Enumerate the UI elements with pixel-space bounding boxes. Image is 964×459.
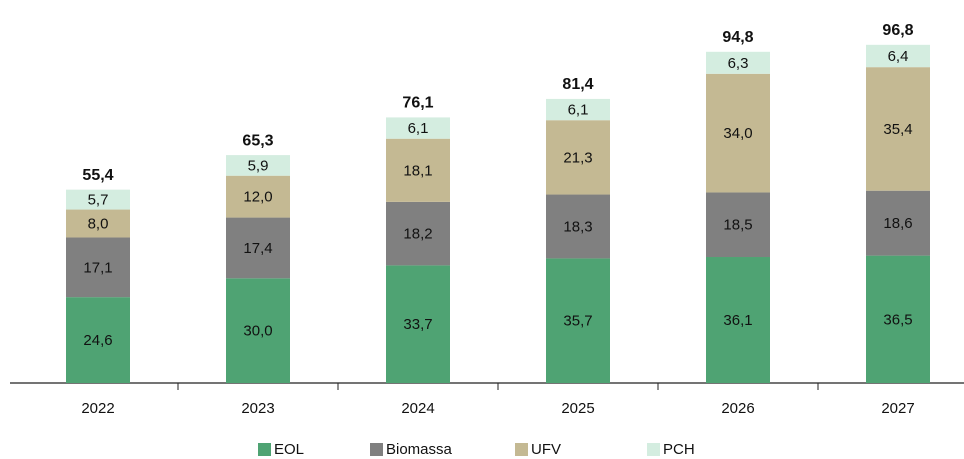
total-label: 55,4 — [82, 167, 113, 184]
legend-swatch — [370, 443, 383, 456]
x-tick-label: 2023 — [241, 400, 274, 417]
bar-segment — [866, 67, 930, 191]
bar-segment — [66, 237, 130, 298]
data-label: 18,3 — [563, 218, 592, 235]
data-label: 5,9 — [248, 157, 269, 174]
bar-segment — [386, 117, 450, 139]
x-tick-label: 2027 — [881, 400, 914, 417]
data-label: 33,7 — [403, 316, 432, 333]
data-label: 36,5 — [883, 311, 912, 328]
bar-segment — [66, 297, 130, 383]
data-label: 24,6 — [83, 332, 112, 349]
total-label: 96,8 — [882, 22, 913, 39]
data-label: 17,1 — [83, 259, 112, 276]
data-label: 18,6 — [883, 215, 912, 232]
bar-segment — [386, 265, 450, 383]
bar-segment — [866, 255, 930, 383]
data-label: 6,4 — [888, 48, 909, 65]
bar-segment — [226, 278, 290, 383]
x-tick-label: 2022 — [81, 400, 114, 417]
total-label: 65,3 — [242, 132, 273, 149]
x-tick-label: 2024 — [401, 400, 434, 417]
data-label: 6,1 — [568, 102, 589, 119]
data-label: 35,7 — [563, 313, 592, 330]
legend-swatch — [258, 443, 271, 456]
data-label: 36,1 — [723, 312, 752, 329]
legend-label: PCH — [663, 441, 695, 458]
legend-swatch — [515, 443, 528, 456]
bar-segment — [226, 175, 290, 218]
data-label: 18,1 — [403, 162, 432, 179]
bar-segment — [866, 190, 930, 256]
bar-segment — [386, 201, 450, 266]
data-label: 21,3 — [563, 149, 592, 166]
legend-label: EOL — [274, 441, 304, 458]
bar-segment — [706, 73, 770, 193]
data-label: 8,0 — [88, 215, 109, 232]
data-label: 34,0 — [723, 125, 752, 142]
bar-segment — [546, 98, 610, 121]
bar-segment — [706, 192, 770, 258]
bar-segment — [546, 258, 610, 383]
bar-segment — [546, 120, 610, 195]
total-label: 76,1 — [402, 95, 433, 112]
legend-swatch — [647, 443, 660, 456]
x-tick-label: 2026 — [721, 400, 754, 417]
data-label: 18,2 — [403, 226, 432, 243]
data-label: 6,3 — [728, 55, 749, 72]
data-label: 35,4 — [883, 121, 912, 138]
data-label: 5,7 — [88, 192, 109, 209]
data-label: 18,5 — [723, 217, 752, 234]
bar-segment — [546, 194, 610, 259]
legend-label: UFV — [531, 441, 561, 458]
data-label: 6,1 — [408, 120, 429, 137]
bar-segment — [386, 138, 450, 202]
total-label: 81,4 — [562, 76, 593, 93]
bar-segment — [226, 217, 290, 279]
data-label: 17,4 — [243, 240, 272, 257]
bar-segment — [66, 209, 130, 238]
x-tick-label: 2025 — [561, 400, 594, 417]
bar-segment — [66, 189, 130, 210]
data-label: 12,0 — [243, 189, 272, 206]
bar-segment — [226, 155, 290, 176]
data-label: 30,0 — [243, 323, 272, 340]
legend-label: Biomassa — [386, 441, 453, 458]
bar-segment — [706, 51, 770, 74]
bar-segment — [866, 44, 930, 68]
total-label: 94,8 — [722, 29, 753, 46]
bar-segment — [706, 257, 770, 383]
